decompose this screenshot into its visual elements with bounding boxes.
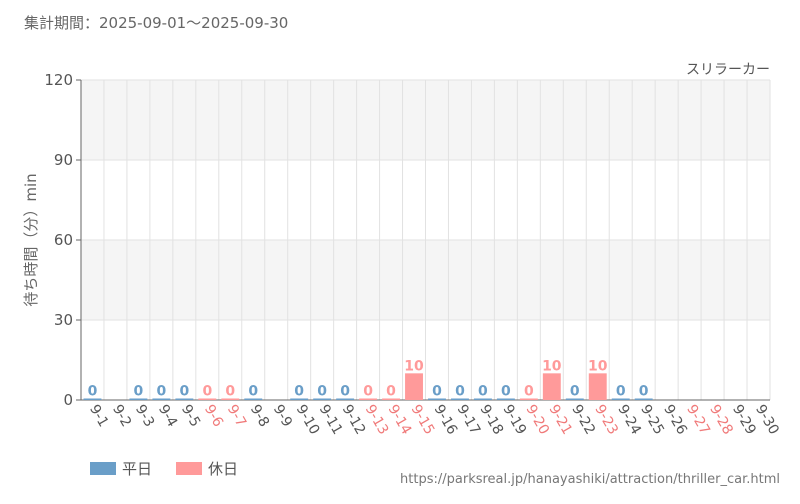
x-tick-label: 9-20 (522, 402, 552, 438)
x-tick-label: 9-28 (706, 402, 736, 438)
bar (565, 398, 584, 400)
x-tick-label: 9-24 (614, 402, 644, 438)
x-tick-label: 9-1 (86, 402, 111, 430)
legend-item-holiday[interactable]: 休日 (176, 458, 238, 479)
bar (198, 398, 217, 400)
bar-value-label: 10 (404, 358, 424, 374)
bar (313, 398, 332, 400)
bar (359, 398, 378, 400)
bar-value-label: 0 (639, 384, 649, 400)
y-tick-label: 30 (54, 311, 73, 329)
x-tick-label: 9-11 (316, 402, 346, 438)
x-tick-label: 9-18 (476, 402, 506, 438)
bar-value-label: 0 (524, 384, 534, 400)
y-axis-label: 待ち時間（分）min (22, 173, 40, 306)
legend: 平日 休日 (90, 458, 238, 479)
bar-value-label: 0 (455, 384, 465, 400)
bar-value-label: 0 (294, 384, 304, 400)
x-tick-label: 9-21 (545, 402, 575, 438)
x-tick-label: 9-27 (683, 402, 713, 438)
x-tick-label: 9-17 (453, 402, 483, 438)
x-tick-label: 9-22 (568, 402, 598, 438)
bar (428, 398, 446, 400)
x-tick-label: 9-8 (247, 402, 272, 430)
bar-value-label: 0 (386, 384, 396, 400)
x-tick-label: 9-9 (270, 402, 295, 430)
bar-value-label: 0 (501, 384, 511, 400)
x-tick-label: 9-29 (729, 402, 759, 438)
bar (83, 398, 102, 400)
y-tick-label: 0 (63, 391, 73, 409)
bar (175, 398, 194, 400)
bar-value-label: 10 (588, 358, 608, 374)
x-tick-label: 9-19 (499, 402, 529, 438)
x-tick-label: 9-16 (431, 402, 461, 438)
bar (611, 398, 630, 400)
bar-value-label: 0 (363, 384, 373, 400)
x-tick-label: 9-2 (109, 402, 134, 430)
x-tick-label: 9-7 (224, 402, 249, 430)
x-tick-label: 9-10 (293, 402, 323, 438)
bar-value-label: 0 (432, 384, 442, 400)
bar-value-label: 0 (616, 384, 626, 400)
x-tick-label: 9-15 (408, 402, 438, 438)
bar-value-label: 0 (134, 384, 144, 400)
bar (588, 373, 607, 400)
y-tick-label: 120 (44, 71, 73, 89)
x-tick-label: 9-26 (660, 402, 690, 438)
x-tick-label: 9-5 (178, 402, 203, 430)
bar-value-label: 10 (542, 358, 562, 374)
x-tick-label: 9-6 (201, 402, 226, 430)
bar-value-label: 0 (317, 384, 327, 400)
x-tick-label: 9-3 (132, 402, 157, 430)
bar-value-label: 0 (202, 384, 212, 400)
bar-value-label: 0 (88, 384, 98, 400)
y-tick-label: 60 (54, 231, 73, 249)
y-tick-label: 90 (54, 151, 73, 169)
bar-value-label: 0 (179, 384, 189, 400)
bar (405, 373, 423, 400)
legend-swatch-holiday (176, 462, 203, 475)
bar-value-label: 0 (570, 384, 580, 400)
bar (129, 398, 148, 400)
bar (542, 373, 561, 400)
bar (244, 398, 263, 400)
legend-label-holiday: 休日 (208, 460, 239, 478)
bar (473, 398, 492, 400)
x-tick-label: 9-23 (591, 402, 621, 438)
bar (336, 398, 355, 400)
legend-swatch-weekday (90, 462, 116, 475)
bar (634, 398, 653, 400)
chart-title: スリラーカー (686, 62, 770, 78)
bar (450, 398, 469, 400)
bar-value-label: 0 (478, 384, 488, 400)
x-tick-label: 9-14 (385, 402, 415, 438)
bar (152, 398, 171, 400)
bar (519, 398, 538, 400)
bar-value-label: 0 (225, 384, 235, 400)
bar-value-label: 0 (340, 384, 350, 400)
bar (496, 398, 515, 400)
legend-label-weekday: 平日 (122, 460, 153, 478)
bar-value-label: 0 (248, 384, 258, 400)
x-tick-label: 9-12 (339, 402, 369, 438)
bar (290, 398, 309, 400)
source-url[interactable]: https://parksreal.jp/hanayashiki/attract… (400, 472, 780, 487)
x-tick-label: 9-4 (155, 402, 180, 430)
bar (221, 398, 240, 400)
x-tick-label: 9-30 (752, 402, 782, 438)
legend-item-weekday[interactable]: 平日 (90, 458, 152, 479)
x-tick-label: 9-25 (637, 402, 667, 438)
x-tick-label: 9-13 (362, 402, 392, 438)
bar-value-label: 0 (157, 384, 167, 400)
period-text: 集計期間：2025-09-01～2025-09-30 (24, 14, 289, 32)
bar (382, 398, 401, 400)
